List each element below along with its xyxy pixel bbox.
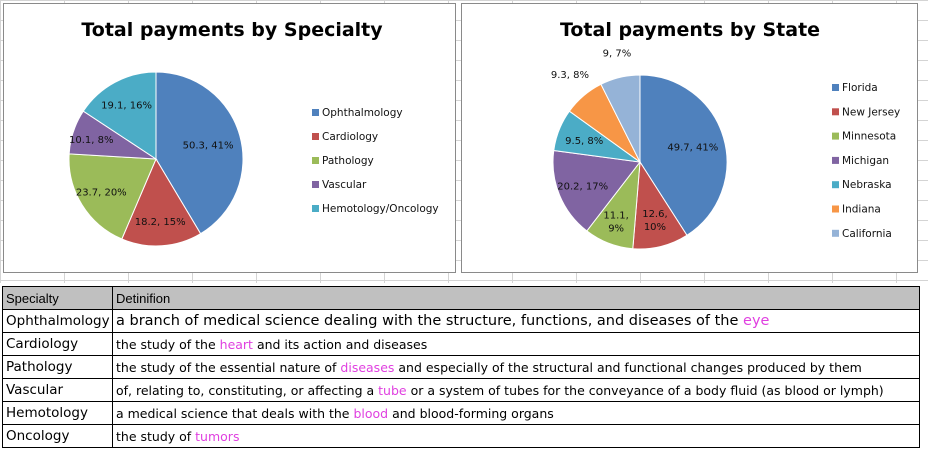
highlighted-term: blood — [353, 405, 389, 421]
table-row: Pathology the study of the essential nat… — [2, 355, 920, 379]
specialty-cell[interactable]: Oncology — [2, 424, 113, 448]
legend-swatch-hemotology-oncology — [312, 205, 319, 212]
definition-cell[interactable]: a medical science that deals with the bl… — [112, 401, 920, 425]
specialty-pie-chart[interactable]: Total payments by Specialty 50.3, 41% 18.… — [3, 3, 456, 273]
pie-slice-michigan[interactable] — [552, 149, 641, 232]
legend-swatch-minnesota — [832, 132, 839, 140]
pie-slice-ophthalmology[interactable] — [155, 71, 244, 235]
specialty-cell[interactable]: Ophthalmology — [2, 309, 113, 333]
header-definition[interactable]: Detinifion — [112, 286, 920, 310]
state-chart-svg: Total payments by State 49.7, 41% 12.6, 10… — [551, 19, 900, 250]
legend-swatch-nebraska — [832, 181, 839, 189]
table-row: Hemotology a medical science that deals … — [2, 401, 920, 425]
definition-cell[interactable]: of, relating to, constituting, or affect… — [112, 378, 920, 402]
table-row: Ophthalmology a branch of medical scienc… — [2, 309, 920, 333]
data-label-indiana: 9.3, 8% — [551, 70, 589, 81]
definition-text: a medical science that deals with the — [116, 405, 354, 421]
legend-swatch-michigan — [832, 156, 839, 164]
definition-text-rest: and its action and diseases — [252, 336, 428, 352]
definition-text: the study of the — [116, 336, 220, 352]
definitions-table: Specialty Detinifion Ophthalmology a bra… — [2, 286, 920, 448]
state-chart-title: Total payments by State — [560, 19, 820, 41]
data-label-minnesota: 11.1, 9% — [603, 211, 628, 235]
legend-item-ophthalmology[interactable]: Ophthalmology — [322, 107, 403, 119]
pie-slice-california[interactable] — [600, 74, 641, 163]
legend-item-vascular[interactable]: Vascular — [322, 179, 367, 191]
pie-slice-hemotology-oncology[interactable] — [82, 71, 157, 160]
table-header-row: Specialty Detinifion — [2, 286, 920, 310]
data-label-florida: 49.7, 41% — [667, 143, 718, 154]
data-label-cardiology: 18.2, 15% — [135, 217, 186, 228]
pie-slice-pathology[interactable] — [68, 153, 157, 240]
specialty-cell[interactable]: Vascular — [2, 378, 113, 402]
definition-text: the study of the essential nature of — [116, 359, 341, 375]
legend-item-new-jersey[interactable]: New Jersey — [842, 106, 900, 118]
table-row: Vascular of, relating to, constituting, … — [2, 378, 920, 402]
legend-item-michigan[interactable]: Michigan — [842, 155, 889, 167]
specialty-cell[interactable]: Cardiology — [2, 332, 113, 356]
data-label-hemotology-oncology: 19.1, 16% — [101, 100, 152, 111]
legend-item-indiana[interactable]: Indiana — [842, 204, 881, 216]
data-label-michigan: 20.2, 17% — [557, 182, 608, 193]
data-label-vascular: 10.1, 8% — [69, 135, 114, 146]
definition-cell[interactable]: the study of the heart and its action an… — [112, 332, 920, 356]
definition-text: of, relating to, constituting, or affect… — [116, 382, 379, 398]
specialty-chart-svg: Total payments by Specialty 50.3, 41% 18.… — [68, 19, 439, 247]
legend-item-california[interactable]: California — [842, 228, 892, 240]
data-label-pathology: 23.7, 20% — [76, 188, 127, 199]
legend-item-nebraska[interactable]: Nebraska — [842, 179, 892, 191]
definition-text: the study of — [116, 428, 196, 444]
highlighted-term: heart — [219, 336, 253, 352]
data-label-nebraska: 9.5, 8% — [565, 136, 603, 147]
legend-swatch-california — [832, 229, 839, 237]
state-pie-chart[interactable]: Total payments by State 49.7, 41% 12.6, 10… — [461, 3, 918, 273]
legend-item-pathology[interactable]: Pathology — [322, 155, 374, 167]
table-row: Oncology the study of tumors — [2, 424, 920, 448]
legend-swatch-cardiology — [312, 133, 319, 140]
legend-swatch-pathology — [312, 157, 319, 164]
data-label-new-jersey: 12.6, 10% — [642, 209, 667, 233]
definition-text-rest: or a system of tubes for the conveyance … — [406, 382, 884, 398]
definition-text-rest: and blood-forming organs — [388, 405, 554, 421]
legend-item-hemotology-oncology[interactable]: Hemotology/Oncology — [322, 203, 439, 215]
specialty-cell[interactable]: Pathology — [2, 355, 113, 379]
legend-item-cardiology[interactable]: Cardiology — [322, 131, 378, 143]
definition-text: a branch of medical science dealing with… — [116, 313, 744, 329]
legend-swatch-indiana — [832, 205, 839, 213]
data-label-ophthalmology: 50.3, 41% — [183, 141, 234, 152]
definition-text-rest: and especially of the structural and fun… — [394, 359, 862, 375]
data-label-california: 9, 7% — [603, 49, 632, 60]
highlighted-term: diseases — [340, 359, 395, 375]
highlighted-term: tube — [378, 382, 407, 398]
legend-item-florida[interactable]: Florida — [842, 82, 878, 94]
highlighted-term: eye — [743, 313, 770, 329]
definition-cell[interactable]: a branch of medical science dealing with… — [112, 309, 920, 333]
legend-swatch-ophthalmology — [312, 109, 319, 116]
legend-swatch-vascular — [312, 181, 319, 188]
legend-item-minnesota[interactable]: Minnesota — [842, 131, 896, 143]
legend-swatch-florida — [832, 84, 839, 91]
definition-cell[interactable]: the study of the essential nature of dis… — [112, 355, 920, 379]
highlighted-term: tumors — [195, 428, 240, 444]
specialty-cell[interactable]: Hemotology — [2, 401, 113, 425]
header-specialty[interactable]: Specialty — [2, 286, 113, 310]
legend-swatch-new-jersey — [832, 108, 839, 116]
pie-slice-cardiology[interactable] — [121, 157, 202, 247]
table-row: Cardiology the study of the heart and it… — [2, 332, 920, 356]
specialty-chart-title: Total payments by Specialty — [81, 19, 383, 41]
definition-cell[interactable]: the study of tumors — [112, 424, 920, 448]
